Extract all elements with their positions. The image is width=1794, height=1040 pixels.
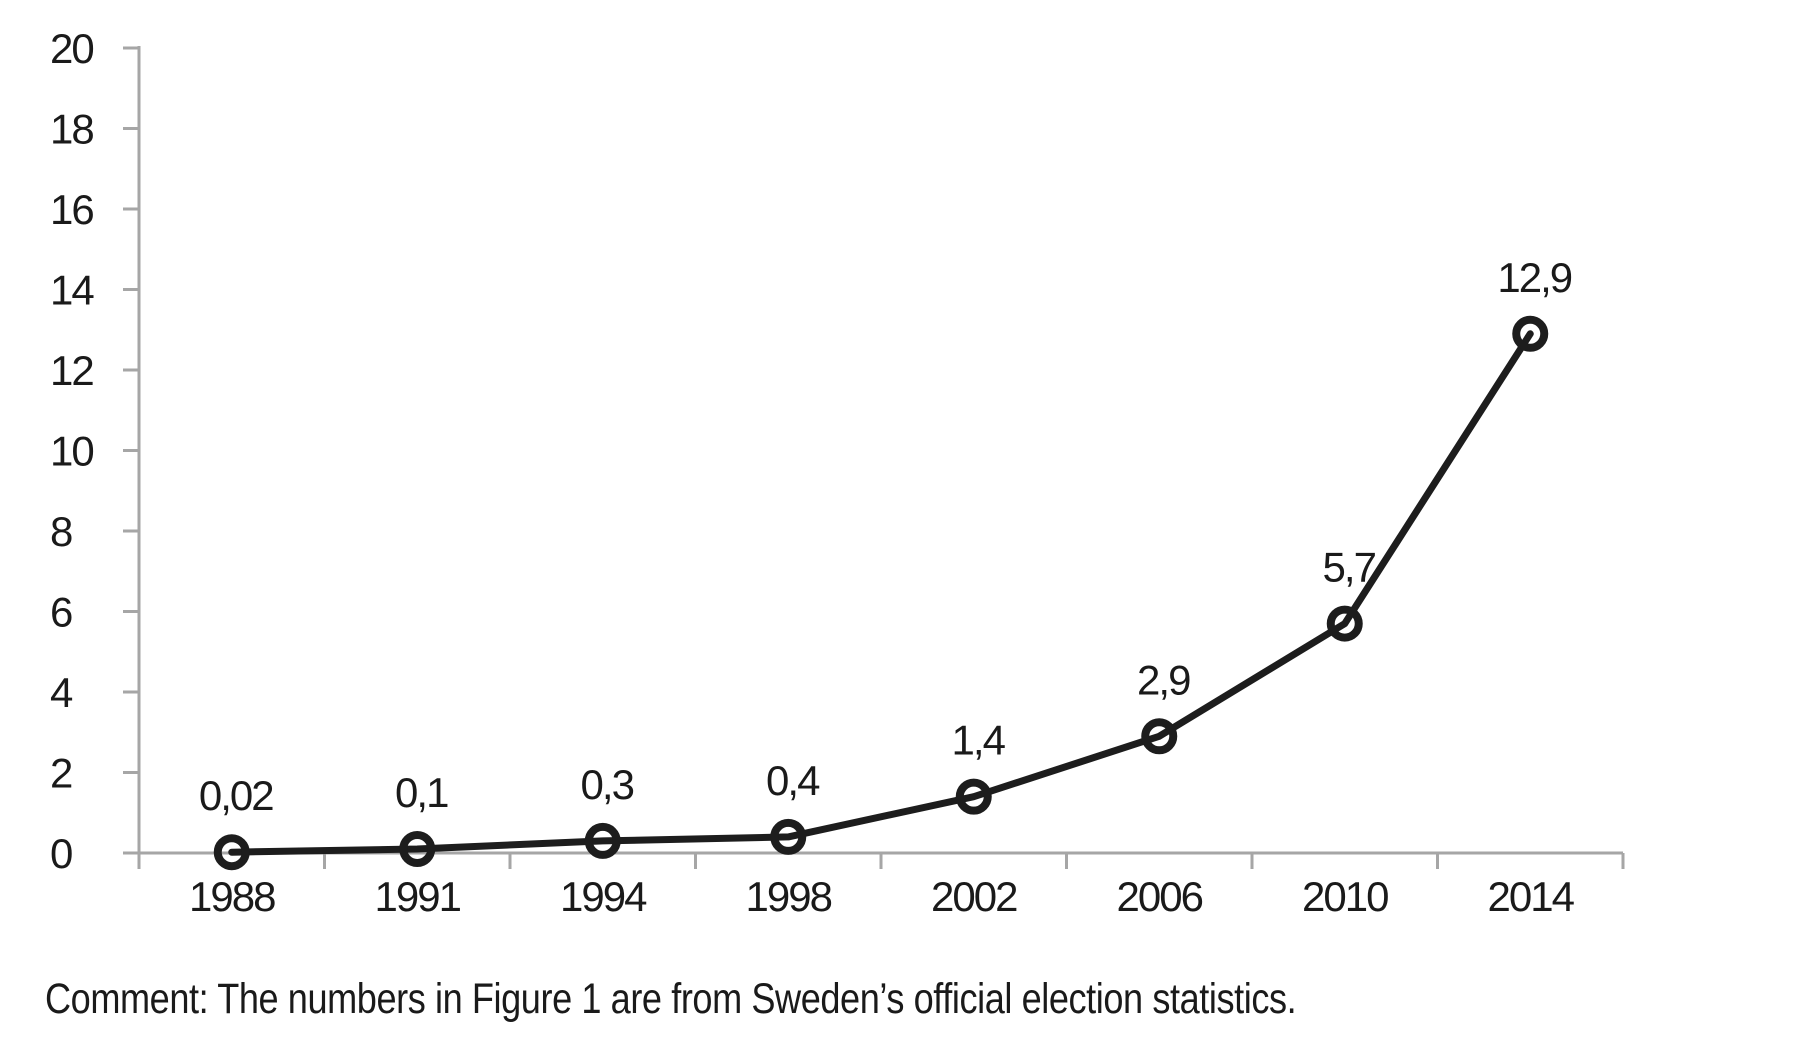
data-point-marker (1326, 605, 1363, 642)
data-point-label: 0,4 (766, 757, 820, 804)
x-tick-label: 1988 (189, 873, 275, 920)
y-tick-label: 8 (50, 508, 72, 555)
data-point-label: 5,7 (1323, 544, 1376, 591)
x-tick-label: 1991 (375, 873, 461, 920)
data-point-marker (955, 778, 992, 815)
x-tick-label: 2014 (1488, 873, 1575, 920)
data-point-marker (770, 818, 807, 855)
y-tick-label: 4 (50, 669, 73, 716)
y-tick-label: 12 (50, 347, 93, 394)
markers-group (213, 315, 1549, 871)
series-line (228, 330, 1534, 856)
data-point-marker (213, 834, 250, 871)
x-tick-label: 1998 (746, 873, 832, 920)
y-tick-label: 10 (50, 428, 93, 475)
x-tick-labels: 1988 1991 1994 1998 2002 2006 2010 2014 (189, 873, 1577, 920)
y-tick-label: 20 (50, 25, 93, 72)
y-tick-label: 16 (50, 186, 93, 233)
data-labels-group: 0,02 0,1 0,3 0,4 1,4 2,9 5,7 12,9 (199, 254, 1574, 819)
x-tick-label: 2002 (931, 873, 1017, 920)
x-tick-label: 2010 (1302, 873, 1388, 920)
axes-group (123, 46, 1625, 869)
data-point-label: 0,3 (581, 761, 634, 808)
x-tick-label: 2006 (1117, 873, 1203, 920)
data-point-label: 1,4 (952, 717, 1006, 764)
y-tick-label: 18 (50, 106, 93, 153)
data-point-marker (1512, 315, 1549, 352)
y-tick-label: 14 (50, 267, 94, 314)
data-point-label: 0,1 (395, 769, 448, 816)
data-point-label: 2,9 (1137, 656, 1190, 703)
y-tick-label: 0 (50, 830, 72, 877)
x-tick-label: 1994 (560, 873, 647, 920)
data-point-label: 0,02 (199, 772, 273, 819)
data-point-label: 12,9 (1497, 254, 1571, 301)
data-point-marker (399, 830, 436, 867)
y-tick-label: 2 (50, 750, 72, 797)
y-tick-label: 6 (50, 589, 72, 636)
comment-text: Comment: The numbers in Figure 1 are fro… (45, 975, 1297, 1023)
data-point-marker (584, 822, 621, 859)
data-point-marker (1141, 718, 1178, 755)
